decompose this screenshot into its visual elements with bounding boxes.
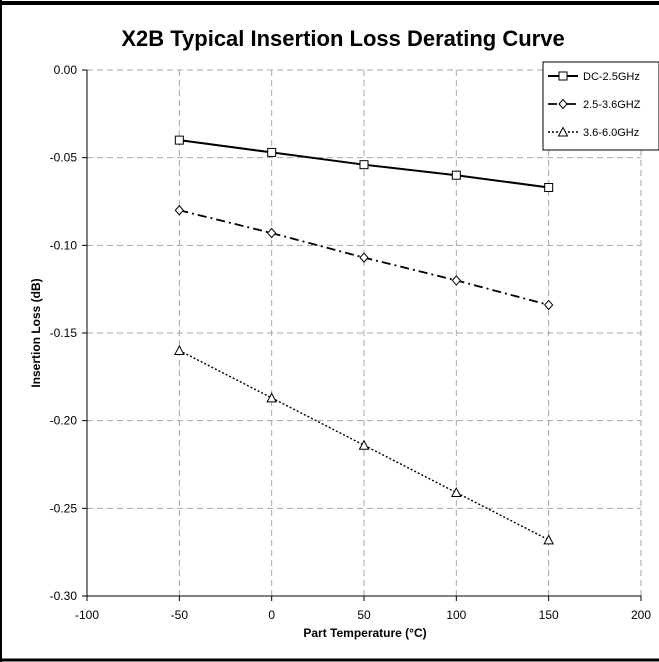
legend-label: 3.6-6.0GHz — [583, 127, 639, 139]
data-point-triangle — [543, 534, 554, 545]
data-point-triangle — [174, 344, 185, 356]
x-tick-label: -50 — [171, 608, 189, 622]
x-tick-labels: -100 -50 0 50 100 150 200 — [75, 608, 651, 622]
x-tick-label: 0 — [268, 608, 275, 622]
data-point-square — [359, 160, 369, 170]
y-tick-label: -0.10 — [50, 238, 78, 252]
data-point-square — [174, 135, 184, 145]
y-tick-labels: 0.00 -0.05 -0.10 -0.15 -0.20 -0.25 -0.30 — [50, 63, 78, 603]
data-point-diamond — [543, 299, 554, 311]
y-tick-label: 0.00 — [54, 63, 78, 77]
legend: DC-2.5GHz 2.5-3.6GHZ 3.6-6.0GHz — [542, 61, 659, 151]
x-tick-label: 50 — [357, 608, 371, 622]
legend-marker-triangle — [557, 126, 569, 137]
data-point-square — [544, 182, 554, 192]
series-layer — [174, 135, 554, 545]
legend-label: 2.5-3.6GHZ — [583, 99, 641, 111]
chart-title: X2B Typical Insertion Loss Derating Curv… — [121, 26, 564, 51]
x-tick-label: 200 — [631, 608, 651, 622]
data-point-triangle — [266, 392, 277, 403]
y-tick-label: -0.05 — [50, 151, 78, 165]
series-2 — [174, 344, 554, 545]
data-point-triangle — [358, 439, 370, 450]
series-line-2 — [179, 349, 549, 541]
y-tick-label: -0.15 — [50, 326, 78, 340]
data-point-triangle — [451, 486, 462, 498]
data-point-diamond — [174, 205, 185, 216]
series-0 — [174, 135, 554, 192]
series-1 — [174, 205, 554, 311]
data-point-diamond — [451, 275, 462, 286]
data-point-square — [451, 170, 461, 180]
legend-marker-diamond — [558, 98, 568, 110]
x-tick-label: 150 — [539, 608, 559, 622]
data-point-diamond — [359, 252, 369, 263]
x-tick-label: -100 — [75, 608, 99, 622]
y-tick-label: -0.20 — [50, 414, 78, 428]
y-tick-label: -0.30 — [50, 589, 78, 603]
x-tick-label: 100 — [446, 608, 466, 622]
y-tick-label: -0.25 — [50, 501, 78, 515]
legend-marker-square — [558, 71, 568, 81]
data-point-diamond — [266, 227, 277, 239]
data-point-square — [267, 147, 277, 157]
x-axis-label: Part Temperature (°C) — [303, 626, 426, 640]
legend-label: DC-2.5GHz — [583, 71, 640, 83]
axes — [82, 69, 642, 601]
grid — [87, 69, 642, 596]
y-axis-label: Insertion Loss (dB) — [29, 278, 43, 387]
